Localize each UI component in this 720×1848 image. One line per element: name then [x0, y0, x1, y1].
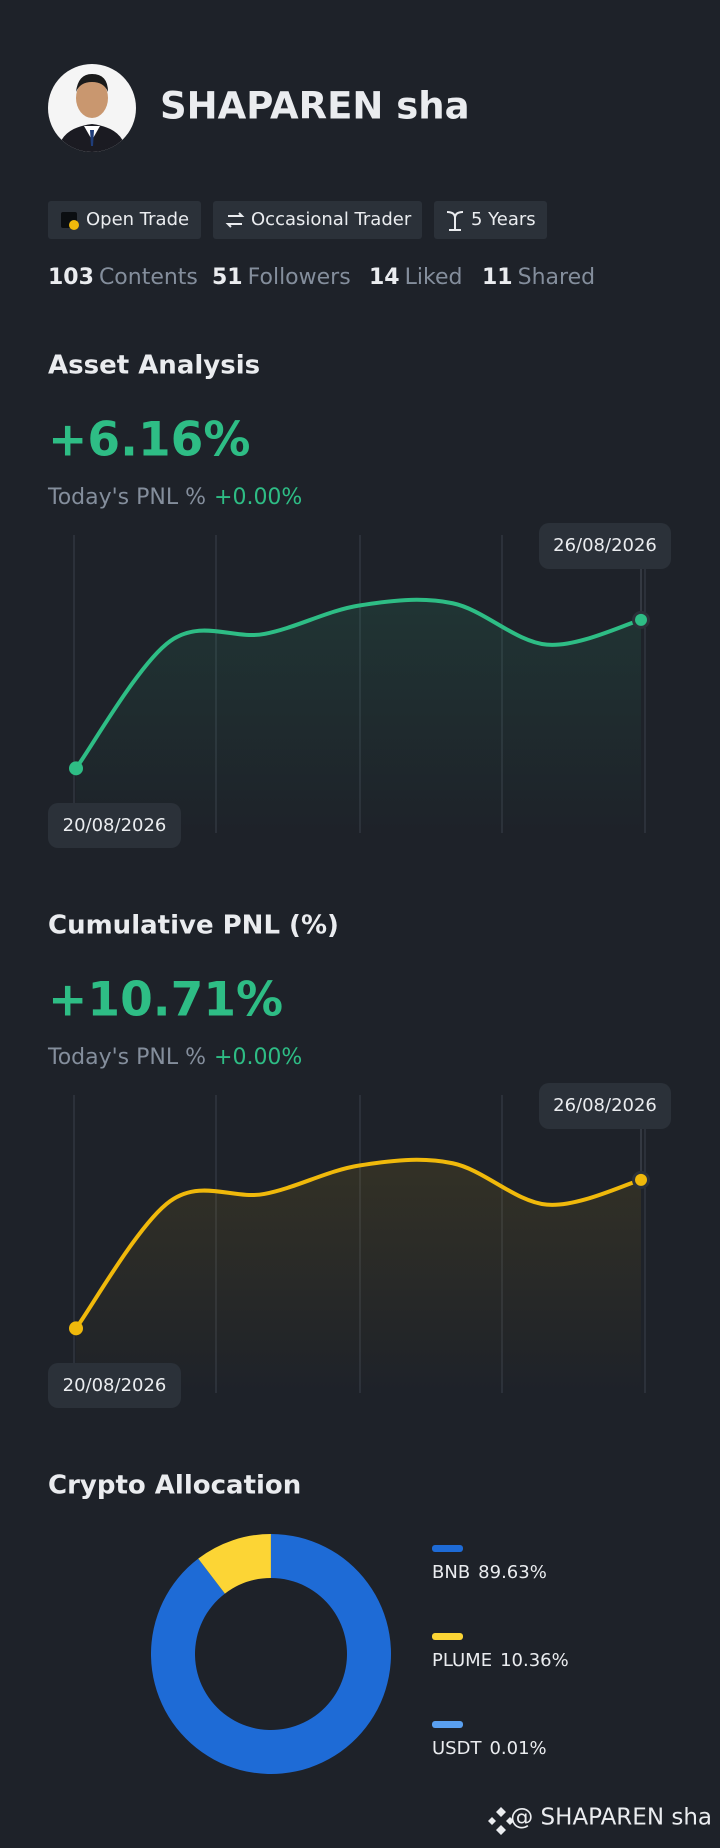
stat-label: Shared [518, 265, 595, 290]
point [635, 614, 647, 626]
headline-value: +6.16% [48, 413, 250, 468]
point [69, 1321, 83, 1335]
pnl-value: +0.00% [214, 1045, 302, 1070]
legend-entry: BNB 89.63% [432, 1562, 547, 1583]
tag: Open Trade [48, 201, 201, 239]
pnl-row: Today's PNL % +0.00% [47, 485, 302, 510]
pnl-value: +0.00% [214, 485, 302, 510]
stat-value: 14 [369, 265, 400, 290]
legend-entry: PLUME 10.36% [432, 1650, 569, 1671]
stat-value: 51 [212, 265, 243, 290]
date-label: 26/08/2026 [553, 535, 657, 556]
section-title: Asset Analysis [48, 351, 260, 381]
footer-text: @ SHAPAREN sha [510, 1805, 712, 1831]
legend-name: USDT [432, 1738, 482, 1759]
date-label: 20/08/2026 [63, 815, 167, 836]
date-label: 26/08/2026 [553, 1095, 657, 1116]
pnl-label: Today's PNL % [47, 1045, 206, 1070]
watermark: @ SHAPAREN sha [488, 1805, 712, 1836]
legend-entry: USDT 0.01% [432, 1738, 547, 1759]
user-name: SHAPAREN sha [160, 85, 470, 128]
legend-swatch [432, 1633, 463, 1640]
point [635, 1174, 647, 1186]
legend-value: 0.01% [489, 1738, 546, 1759]
section-title: Cumulative PNL (%) [48, 911, 339, 941]
stat-value: 11 [482, 265, 513, 290]
tag-label: 5 Years [471, 209, 536, 230]
point [69, 761, 83, 775]
legend-value: 89.63% [478, 1562, 547, 1583]
tag-label: Open Trade [86, 209, 189, 230]
date-label: 20/08/2026 [63, 1375, 167, 1396]
pnl-row: Today's PNL % +0.00% [47, 1045, 302, 1070]
legend-swatch [432, 1545, 463, 1552]
legend-name: BNB [432, 1562, 470, 1583]
headline-value: +10.71% [48, 973, 283, 1028]
stat-label: Followers [248, 265, 351, 290]
pnl-label: Today's PNL % [47, 485, 206, 510]
tag-label: Occasional Trader [251, 209, 412, 230]
legend-name: PLUME [432, 1650, 492, 1671]
legend-swatch [432, 1721, 463, 1728]
tag: 5 Years [434, 201, 547, 239]
stat-value: 103 [48, 265, 94, 290]
stat-label: Contents [99, 265, 198, 290]
avatar [48, 64, 136, 152]
legend-value: 10.36% [500, 1650, 569, 1671]
tag: Occasional Trader [213, 201, 422, 239]
stat-label: Liked [405, 265, 463, 290]
section-title: Crypto Allocation [48, 1471, 301, 1501]
